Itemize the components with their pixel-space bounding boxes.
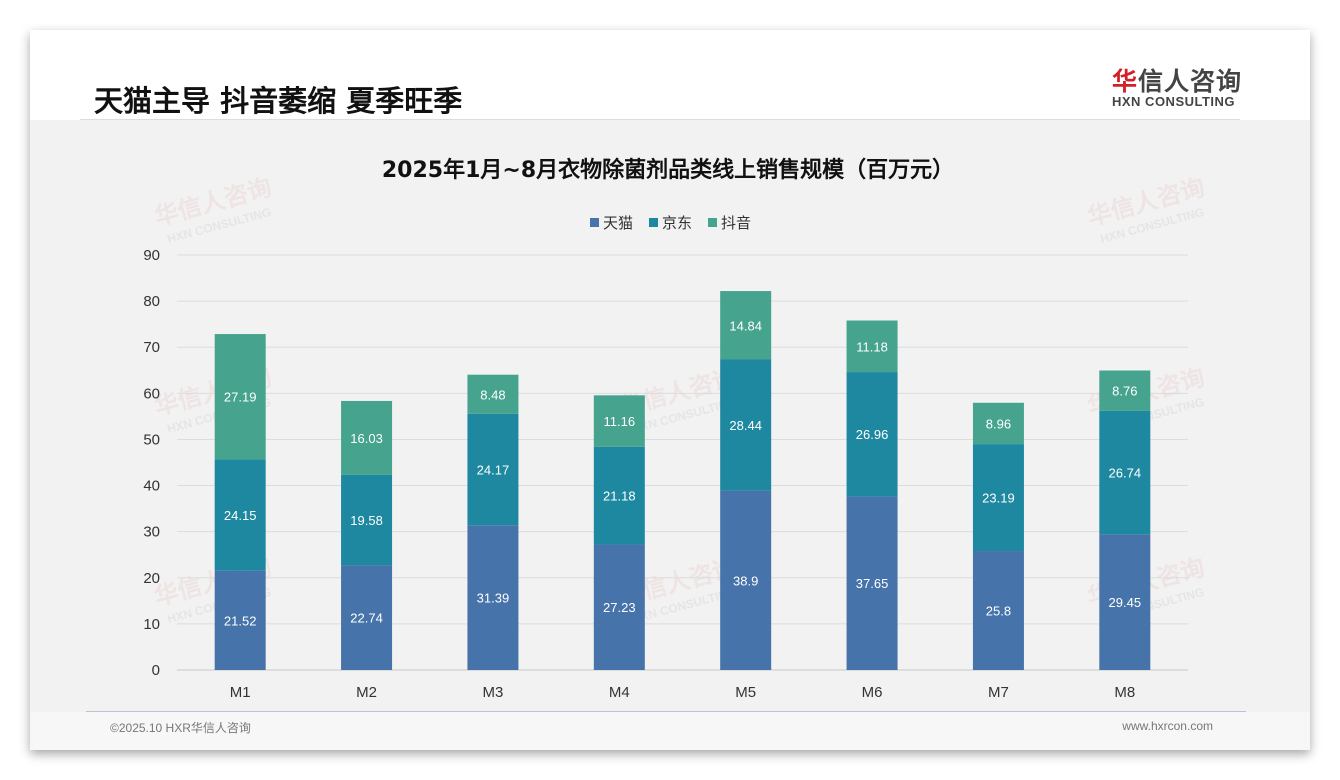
data-label: 21.52 bbox=[224, 613, 257, 628]
data-label: 23.19 bbox=[982, 491, 1015, 506]
bar-segment bbox=[214, 459, 266, 571]
data-label: 8.76 bbox=[1112, 384, 1137, 399]
y-tick-label: 70 bbox=[143, 339, 160, 356]
data-label: 25.8 bbox=[986, 604, 1011, 619]
x-tick-label: M4 bbox=[609, 684, 630, 701]
data-label: 27.23 bbox=[603, 600, 636, 615]
legend-label: 京东 bbox=[662, 215, 692, 232]
data-label: 8.96 bbox=[986, 416, 1011, 431]
y-tick-label: 0 bbox=[152, 662, 160, 679]
footer-divider bbox=[86, 711, 1246, 712]
legend-swatch bbox=[708, 218, 717, 227]
legend-label: 抖音 bbox=[721, 215, 751, 232]
data-label: 27.19 bbox=[224, 390, 257, 405]
bar-segment bbox=[467, 525, 519, 670]
bar-segment bbox=[593, 544, 645, 670]
logo-cn: 信人咨询 bbox=[1138, 67, 1243, 96]
y-tick-label: 50 bbox=[143, 431, 160, 448]
x-tick-label: M2 bbox=[356, 684, 377, 701]
y-tick-label: 30 bbox=[143, 524, 160, 541]
bar-segment bbox=[593, 395, 645, 447]
data-label: 19.58 bbox=[350, 513, 383, 528]
bar-segment bbox=[341, 565, 393, 670]
bar-segment bbox=[214, 570, 266, 670]
bar-segment bbox=[972, 444, 1024, 552]
bar-segment bbox=[467, 374, 519, 414]
data-label: 26.96 bbox=[856, 427, 889, 442]
divider bbox=[80, 119, 1240, 120]
legend-swatch bbox=[649, 218, 658, 227]
bar-segment bbox=[846, 320, 898, 373]
chart-title: 2025年1月~8月衣物除菌剂品类线上销售规模（百万元） bbox=[382, 157, 954, 183]
data-label: 31.39 bbox=[477, 591, 510, 606]
bar-segment bbox=[593, 446, 645, 545]
y-tick-label: 10 bbox=[143, 616, 160, 633]
data-label: 26.74 bbox=[1109, 466, 1142, 481]
y-tick-label: 20 bbox=[143, 570, 160, 587]
bar-segment bbox=[341, 400, 393, 475]
bar-segment bbox=[341, 474, 393, 566]
data-label: 11.18 bbox=[856, 339, 888, 354]
logo-red-char: 华 bbox=[1112, 67, 1139, 96]
data-label: 28.44 bbox=[729, 418, 762, 433]
x-tick-label: M8 bbox=[1114, 684, 1135, 701]
bar-segment bbox=[720, 359, 772, 491]
y-tick-label: 60 bbox=[143, 385, 160, 402]
bar-segment bbox=[214, 334, 266, 460]
data-label: 14.84 bbox=[729, 318, 762, 333]
y-tick-label: 40 bbox=[143, 478, 160, 495]
legend-label: 天猫 bbox=[603, 215, 633, 232]
bar-segment bbox=[467, 413, 519, 526]
data-label: 37.65 bbox=[856, 576, 889, 591]
bar-segment bbox=[1099, 410, 1151, 535]
x-tick-label: M3 bbox=[483, 684, 504, 701]
x-tick-label: M1 bbox=[230, 684, 251, 701]
data-label: 38.9 bbox=[733, 573, 758, 588]
bar-segment bbox=[972, 402, 1024, 445]
y-tick-label: 80 bbox=[143, 293, 160, 310]
x-tick-label: M7 bbox=[988, 684, 1009, 701]
data-label: 29.45 bbox=[1109, 595, 1142, 610]
data-label: 21.18 bbox=[603, 489, 636, 504]
bar-segment bbox=[972, 551, 1024, 670]
x-tick-label: M6 bbox=[862, 684, 883, 701]
bar-segment bbox=[720, 490, 772, 670]
bar-segment bbox=[846, 496, 898, 670]
y-tick-label: 90 bbox=[143, 247, 160, 264]
data-label: 16.03 bbox=[350, 431, 383, 446]
bar-segment bbox=[1099, 370, 1151, 411]
page-title: 天猫主导 抖音萎缩 夏季旺季 bbox=[94, 84, 463, 118]
legend-swatch bbox=[590, 218, 599, 227]
x-tick-label: M5 bbox=[735, 684, 756, 701]
data-label: 24.15 bbox=[224, 508, 257, 523]
footer-url[interactable]: www.hxrcon.com bbox=[1122, 719, 1213, 733]
bar-segment bbox=[720, 291, 772, 360]
data-label: 24.17 bbox=[477, 463, 510, 478]
data-label: 11.16 bbox=[604, 414, 636, 429]
data-label: 8.48 bbox=[480, 387, 505, 402]
logo-en: HXN CONSULTING bbox=[1112, 94, 1236, 109]
header bbox=[30, 30, 1310, 120]
bar-segment bbox=[846, 372, 898, 497]
data-label: 22.74 bbox=[350, 611, 383, 626]
footer-copyright: ©2025.10 HXR华信人咨询 bbox=[110, 721, 251, 735]
bar-segment bbox=[1099, 534, 1151, 670]
logo: 华信人咨询 bbox=[1112, 62, 1242, 98]
